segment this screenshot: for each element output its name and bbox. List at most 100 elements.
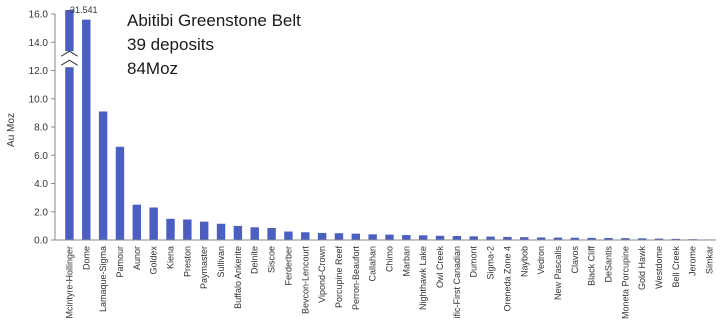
x-tick-label: Simkar	[705, 246, 715, 274]
bar	[132, 204, 142, 240]
x-axis-labels: Mcintyre-Hollinger Dome Lamaque-Sigma Pamou…	[64, 246, 714, 320]
x-tick-label: Black Cliff	[587, 246, 597, 286]
bar	[183, 219, 192, 240]
x-tick-label: Preston	[182, 246, 192, 277]
x-tick-label: Chimo	[385, 246, 395, 272]
x-tick-label: Vedron	[536, 246, 546, 275]
x-tick-label: Naybob	[519, 246, 529, 277]
bar	[284, 231, 293, 240]
bar	[250, 227, 259, 240]
bar	[351, 233, 361, 240]
x-tick-label: Buffalo Ankerite	[233, 246, 243, 309]
x-tick-label: Bell Creek	[671, 246, 681, 288]
y-axis-ticks: 0.0 2.0 4.0 6.0 8.0 10.0 12.0 14.0 16.0	[29, 10, 55, 247]
truncated-value-label: 31.541	[70, 5, 98, 15]
x-tick-label: Sullivan	[216, 246, 226, 278]
x-tick-label: ific-First Canadian	[452, 246, 462, 319]
x-tick-label: Delnite	[250, 246, 260, 274]
bar	[418, 235, 428, 240]
title-line-2: 39 deposits	[127, 35, 214, 54]
y-tick-label: 8.0	[34, 123, 48, 134]
x-tick-label: Jerome	[688, 246, 698, 276]
bar	[469, 236, 478, 240]
x-tick-label: Siscoe	[267, 246, 277, 273]
x-tick-label: Oreneda Zone 4	[502, 246, 512, 312]
x-tick-label: Sigma-2	[486, 246, 496, 280]
x-tick-label: Ferderber	[283, 246, 293, 286]
x-tick-label: Dome	[81, 246, 91, 270]
bar	[486, 236, 495, 240]
x-tick-label: Callahan	[368, 246, 378, 282]
bar	[520, 237, 529, 240]
bar	[637, 238, 647, 240]
x-tick-label: Dumont	[469, 246, 479, 278]
bar	[216, 223, 226, 240]
x-tick-label: Porcupine Reef	[334, 246, 344, 309]
x-tick-label: Clavos	[570, 246, 580, 274]
x-tick-label: Nighthawk Lake	[418, 246, 428, 310]
y-tick-label: 0.0	[34, 236, 48, 247]
x-tick-label: Owl Creek	[435, 246, 445, 289]
y-tick-label: 14.0	[29, 38, 49, 49]
bar	[435, 235, 445, 240]
x-tick-label: Lamaque-Sigma	[98, 246, 108, 312]
bars	[65, 10, 714, 241]
bar	[149, 207, 158, 240]
axis-break-marker	[60, 9, 78, 68]
x-tick-label: Kiena	[166, 246, 176, 269]
x-tick-label: Pamour	[115, 246, 125, 278]
bar	[317, 232, 327, 240]
bar	[402, 235, 411, 240]
bar	[503, 236, 512, 240]
x-tick-label: New Pascalis	[553, 246, 563, 301]
x-tick-label: Perron-Beaufort	[351, 246, 361, 311]
bar	[199, 221, 209, 240]
bar	[604, 238, 613, 240]
y-axis-label: Au Moz	[6, 113, 17, 147]
bar	[621, 238, 630, 240]
axis-break-line	[60, 50, 78, 57]
bar	[671, 238, 681, 240]
y-tick-label: 2.0	[34, 207, 48, 218]
x-tick-label: Moneta Porcupine	[620, 246, 630, 319]
y-tick-label: 10.0	[29, 94, 49, 105]
bar	[267, 227, 276, 240]
x-tick-label: Paymaster	[199, 246, 209, 289]
bar	[587, 237, 596, 240]
x-tick-label: Gold Hawk	[637, 246, 647, 291]
bar	[553, 237, 563, 240]
title-line-3: 84Moz	[127, 59, 178, 78]
x-tick-label: Marban	[401, 246, 411, 277]
x-tick-label: Vipond-Crown	[317, 246, 327, 303]
bar	[98, 111, 108, 241]
bar	[654, 238, 664, 240]
bar	[115, 146, 125, 240]
bar	[334, 233, 344, 240]
bar	[385, 234, 394, 240]
y-tick-label: 4.0	[34, 179, 48, 190]
title-line-1: Abitibi Greenstone Belt	[127, 11, 301, 30]
bar	[536, 237, 546, 240]
y-tick-label: 16.0	[29, 10, 49, 21]
bar	[570, 237, 580, 240]
x-tick-label: Goldex	[149, 246, 159, 275]
y-tick-label: 12.0	[29, 66, 49, 77]
bar	[452, 236, 462, 240]
chart-title: Abitibi Greenstone Belt 39 deposits 84Mo…	[127, 11, 301, 78]
bar	[301, 232, 310, 240]
x-tick-label: Mcintyre-Hollinger	[64, 246, 74, 319]
bar	[233, 225, 243, 240]
bar	[82, 19, 91, 241]
bar	[65, 10, 74, 240]
x-tick-label: Aunor	[132, 246, 142, 270]
bar	[368, 234, 377, 240]
bar	[166, 218, 175, 240]
x-tick-label: Bevcon-Lencourt	[300, 246, 310, 315]
axis-break-line	[60, 59, 78, 66]
x-tick-label: DeSantis	[604, 246, 614, 283]
y-tick-label: 6.0	[34, 151, 48, 162]
x-tick-label: Westdome	[654, 246, 664, 289]
axis-break-gap	[63, 51, 76, 68]
